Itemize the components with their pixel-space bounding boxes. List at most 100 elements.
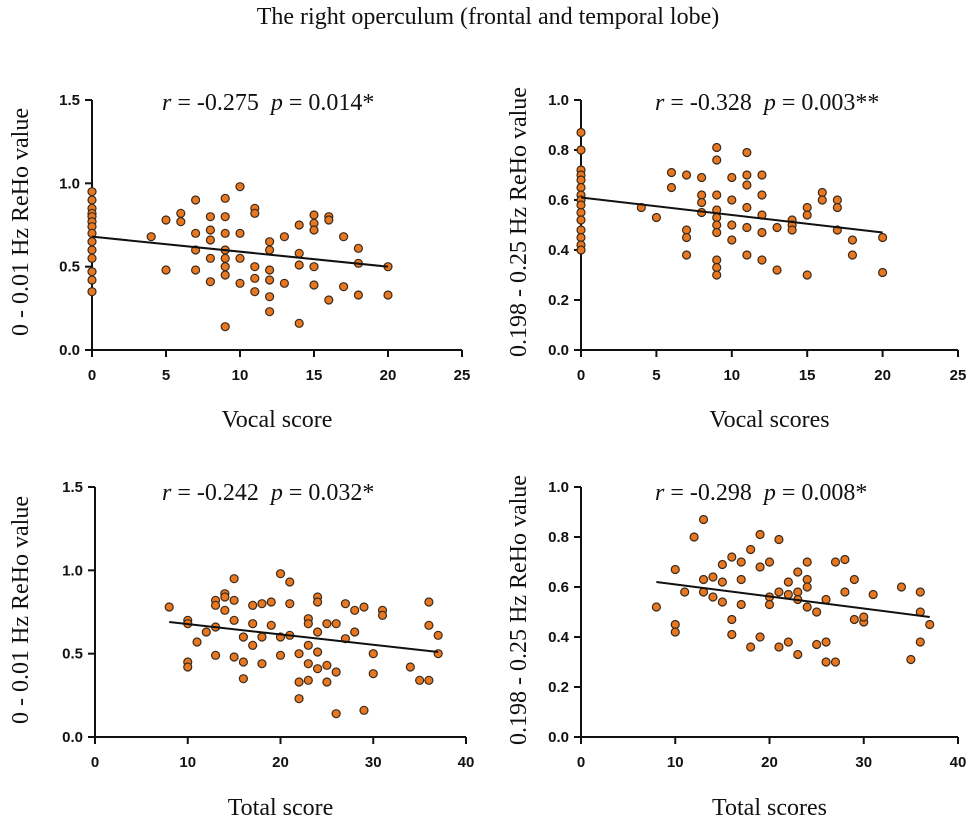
data-point xyxy=(201,627,211,637)
data-point xyxy=(309,262,319,272)
data-point xyxy=(424,620,434,630)
data-point xyxy=(576,245,586,255)
data-point xyxy=(220,262,230,272)
data-point xyxy=(324,295,334,305)
data-point xyxy=(783,577,793,587)
data-point xyxy=(303,675,313,685)
data-point xyxy=(840,587,850,597)
data-point xyxy=(698,514,709,525)
data-point xyxy=(235,228,245,238)
data-point xyxy=(248,640,258,650)
data-point xyxy=(229,615,239,625)
data-point xyxy=(238,674,248,684)
data-point xyxy=(712,255,722,265)
data-point xyxy=(651,212,662,223)
data-point xyxy=(849,574,859,585)
data-point xyxy=(350,627,360,637)
data-point xyxy=(764,557,775,567)
data-point xyxy=(238,632,248,642)
data-point xyxy=(191,228,201,238)
data-point xyxy=(793,649,803,660)
correlation-annotation: r = -0.275 p = 0.014* xyxy=(162,90,374,116)
data-point xyxy=(821,637,831,647)
data-point xyxy=(250,287,260,297)
regression-line xyxy=(656,581,930,618)
data-point xyxy=(257,659,267,669)
y-tick-label: 0.2 xyxy=(548,679,569,696)
data-point xyxy=(712,262,722,273)
data-point xyxy=(313,664,323,674)
data-point xyxy=(925,619,935,630)
data-point xyxy=(727,614,737,625)
data-point xyxy=(87,287,97,297)
data-point xyxy=(266,620,276,630)
data-point xyxy=(303,659,313,669)
x-tick-label: 0 xyxy=(88,367,96,384)
y-tick-label: 1.0 xyxy=(548,479,569,496)
data-point xyxy=(670,564,680,575)
data-point xyxy=(383,290,393,300)
data-point xyxy=(235,278,245,288)
data-point xyxy=(666,182,677,193)
data-point xyxy=(755,529,765,540)
data-point xyxy=(324,215,334,225)
data-point xyxy=(830,657,841,667)
data-point xyxy=(757,190,767,200)
x-tick-label: 0 xyxy=(577,754,585,771)
x-axis-label: Total score xyxy=(228,795,334,821)
y-axis-label: 0 - 0.01 Hz ReHo value xyxy=(8,496,34,724)
data-point xyxy=(205,212,215,222)
data-point xyxy=(832,202,842,213)
data-point xyxy=(87,245,97,255)
x-tick-label: 0 xyxy=(91,754,99,771)
data-point xyxy=(576,182,586,193)
data-point xyxy=(708,572,718,582)
data-point xyxy=(220,212,230,222)
data-point xyxy=(742,202,752,213)
data-point xyxy=(279,232,289,242)
data-point xyxy=(783,589,793,600)
data-point xyxy=(576,127,586,138)
correlation-annotation: r = -0.298 p = 0.008* xyxy=(655,480,867,506)
data-point xyxy=(576,232,586,243)
data-point xyxy=(757,255,767,265)
data-point xyxy=(205,225,215,235)
data-point xyxy=(294,318,304,328)
data-point xyxy=(772,222,782,233)
data-point xyxy=(576,207,586,218)
data-point xyxy=(712,190,722,200)
data-point xyxy=(176,208,186,218)
data-point xyxy=(331,709,341,719)
data-point xyxy=(681,250,692,260)
data-point xyxy=(859,612,869,622)
x-tick-label: 15 xyxy=(799,367,816,384)
y-axis-label: 0.198 - 0.25 Hz ReHo value xyxy=(506,475,532,745)
x-tick-label: 20 xyxy=(380,367,397,384)
y-tick-label: 0.2 xyxy=(548,292,569,309)
data-point xyxy=(322,619,332,629)
data-point xyxy=(712,155,722,165)
data-point xyxy=(774,534,784,545)
r-symbol: r xyxy=(162,90,172,116)
data-point xyxy=(746,544,756,555)
data-point xyxy=(727,552,737,562)
data-point xyxy=(313,647,323,657)
data-point xyxy=(742,170,752,180)
data-point xyxy=(755,632,765,642)
data-point xyxy=(742,250,752,260)
regression-line xyxy=(580,196,883,234)
data-point xyxy=(424,675,434,685)
x-tick-label: 10 xyxy=(723,367,740,384)
data-point xyxy=(793,587,803,597)
data-point xyxy=(680,587,690,597)
data-point xyxy=(742,222,752,233)
data-point xyxy=(265,237,275,247)
data-point xyxy=(717,577,727,587)
y-tick-label: 1.0 xyxy=(62,562,83,579)
data-point xyxy=(235,182,245,192)
x-tick-label: 30 xyxy=(855,754,872,771)
data-point xyxy=(915,637,925,647)
chart-panel-top-right: 0 5 10 15 20 25 0.0 0.2 0.4 0.6 0.8 1.0 Vocal scores… xyxy=(506,87,966,433)
data-point xyxy=(313,597,323,607)
data-point xyxy=(313,627,323,637)
